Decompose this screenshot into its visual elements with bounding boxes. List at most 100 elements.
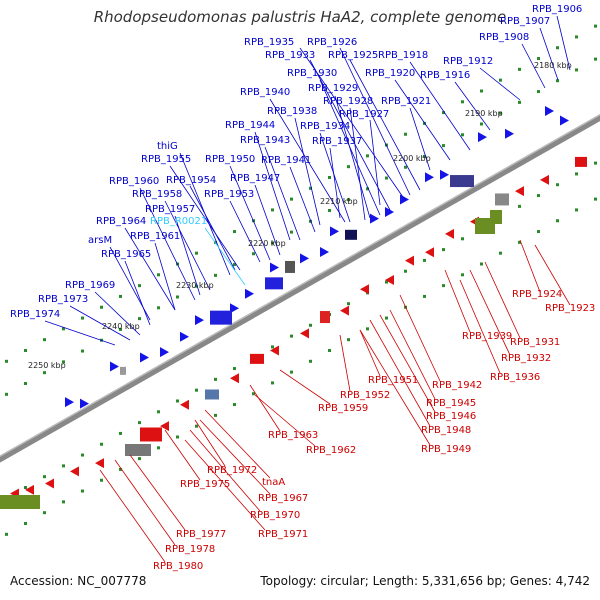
gene-feature[interactable] <box>385 275 394 286</box>
gene-label[interactable]: RPB_1951 <box>368 375 418 386</box>
gene-feature[interactable] <box>70 466 79 477</box>
gene-label[interactable]: RPB_1933 <box>265 50 315 61</box>
gene-label[interactable]: RPB_1958 <box>132 189 182 200</box>
gene-label[interactable]: RPB_1964 <box>96 216 146 227</box>
gene-feature[interactable] <box>445 228 454 239</box>
gene-feature[interactable] <box>80 398 89 409</box>
gene-label[interactable]: RPB_1961 <box>130 231 180 242</box>
gene-label[interactable]: RPB_1953 <box>204 189 254 200</box>
gene-label[interactable]: arsM <box>88 235 112 246</box>
gene-label[interactable]: RPB_1963 <box>268 430 318 441</box>
gene-feature[interactable] <box>545 105 554 116</box>
gene-label[interactable]: RPB_1912 <box>443 56 493 67</box>
gene-label[interactable]: thiG <box>157 141 178 152</box>
gene-label[interactable]: RPB_1925 <box>328 50 378 61</box>
gene-label[interactable]: RPB_1971 <box>258 529 308 540</box>
gene-label[interactable]: RPB_1972 <box>207 465 257 476</box>
gene-label[interactable]: RPB_1906 <box>532 4 582 15</box>
gene-feature[interactable] <box>495 193 509 206</box>
gene-feature[interactable] <box>245 288 254 299</box>
gene-label[interactable]: RPB_1907 <box>500 16 550 27</box>
gene-label[interactable]: RPB_1965 <box>101 249 151 260</box>
gene-label[interactable]: RPB_1970 <box>250 510 300 521</box>
gene-feature[interactable] <box>270 345 279 356</box>
gene-feature[interactable] <box>385 207 394 218</box>
gene-feature[interactable] <box>195 315 204 326</box>
gene-feature[interactable] <box>180 331 189 342</box>
gene-feature[interactable] <box>0 495 40 509</box>
gene-label[interactable]: RPB_1949 <box>421 444 471 455</box>
gene-feature[interactable] <box>270 262 279 273</box>
gene-label[interactable]: RPB_1940 <box>240 87 290 98</box>
gene-label[interactable]: RPB_1969 <box>65 280 115 291</box>
gene-label[interactable]: RPB_1938 <box>267 106 317 117</box>
gene-feature[interactable] <box>370 213 379 224</box>
gene-label[interactable]: RPB_1937 <box>312 136 362 147</box>
gene-label[interactable]: RPB_1927 <box>339 109 389 120</box>
gene-label[interactable]: RPB_1936 <box>490 372 540 383</box>
gene-feature[interactable] <box>285 260 295 273</box>
gene-label[interactable]: RPB_1930 <box>287 68 337 79</box>
gene-label[interactable]: tnaA <box>262 477 285 488</box>
gene-feature[interactable] <box>160 347 169 358</box>
gene-feature[interactable] <box>478 132 487 143</box>
gene-label[interactable]: RPB_1954 <box>166 175 216 186</box>
gene-feature[interactable] <box>65 397 74 408</box>
gene-feature[interactable] <box>450 175 474 188</box>
gene-label[interactable]: RPB_1946 <box>426 411 476 422</box>
gene-feature[interactable] <box>540 174 549 185</box>
gene-feature[interactable] <box>345 229 357 240</box>
gene-feature[interactable] <box>125 444 151 457</box>
gene-label[interactable]: RPB_1973 <box>38 294 88 305</box>
gene-feature[interactable] <box>25 484 34 495</box>
gene-feature[interactable] <box>140 427 162 442</box>
gene-label[interactable]: RPB_1957 <box>145 204 195 215</box>
gene-feature[interactable] <box>330 226 339 237</box>
gene-label[interactable]: RPB_1947 <box>230 173 280 184</box>
gene-label[interactable]: RPB_1941 <box>261 155 311 166</box>
gene-feature[interactable] <box>320 247 329 258</box>
gene-label[interactable]: RPB_1908 <box>479 32 529 43</box>
gene-label[interactable]: RPB_1948 <box>421 425 471 436</box>
gene-feature[interactable] <box>45 478 54 489</box>
gene-label[interactable]: RPB_1943 <box>240 135 290 146</box>
gene-label[interactable]: RPB_1923 <box>545 303 595 314</box>
gene-feature[interactable] <box>250 353 264 364</box>
gene-feature[interactable] <box>140 352 149 363</box>
gene-feature[interactable] <box>160 421 169 432</box>
gene-label[interactable]: RPB_1959 <box>318 403 368 414</box>
gene-label[interactable]: RPB_R0021 <box>150 216 207 227</box>
gene-label[interactable]: RPB_1926 <box>307 37 357 48</box>
gene-feature[interactable] <box>210 310 232 325</box>
gene-feature[interactable] <box>575 156 587 167</box>
gene-feature[interactable] <box>425 247 434 258</box>
gene-label[interactable]: RPB_1920 <box>365 68 415 79</box>
gene-label[interactable]: RPB_1942 <box>432 380 482 391</box>
gene-feature[interactable] <box>300 328 309 339</box>
gene-label[interactable]: RPB_1931 <box>510 337 560 348</box>
gene-feature[interactable] <box>440 169 449 180</box>
gene-label[interactable]: RPB_1960 <box>109 176 159 187</box>
gene-feature[interactable] <box>230 373 239 384</box>
gene-feature[interactable] <box>340 305 349 316</box>
gene-feature[interactable] <box>560 115 569 126</box>
gene-feature[interactable] <box>515 186 524 197</box>
gene-feature[interactable] <box>490 210 502 224</box>
gene-feature[interactable] <box>120 366 126 375</box>
gene-label[interactable]: RPB_1918 <box>378 50 428 61</box>
gene-feature[interactable] <box>360 284 369 295</box>
gene-feature[interactable] <box>265 277 283 290</box>
gene-feature[interactable] <box>180 399 189 410</box>
gene-label[interactable]: RPB_1935 <box>244 37 294 48</box>
gene-feature[interactable] <box>95 458 104 469</box>
gene-label[interactable]: RPB_1939 <box>462 331 512 342</box>
gene-feature[interactable] <box>110 361 119 372</box>
gene-label[interactable]: RPB_1980 <box>153 561 203 572</box>
gene-label[interactable]: RPB_1945 <box>426 398 476 409</box>
gene-feature[interactable] <box>205 389 219 400</box>
gene-label[interactable]: RPB_1924 <box>512 289 562 300</box>
gene-feature[interactable] <box>425 172 434 183</box>
gene-feature[interactable] <box>405 255 414 266</box>
gene-feature[interactable] <box>230 303 239 314</box>
gene-label[interactable]: RPB_1978 <box>165 544 215 555</box>
